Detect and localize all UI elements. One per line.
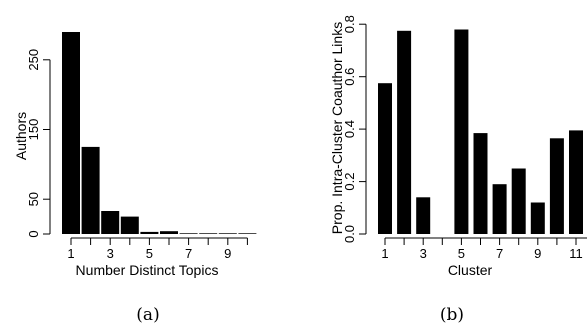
y-tick-label: 0.0 [342,225,357,243]
y-tick-label: 150 [26,119,41,141]
bar-2 [397,30,412,234]
bar-3 [101,211,120,234]
x-tick-label: 3 [420,246,427,261]
bar-10 [238,233,257,234]
bar-5 [140,231,159,234]
bar-7 [179,233,198,234]
x-tick-label: 9 [224,246,231,261]
y-tick-label: 0.6 [342,68,357,86]
bar-8 [511,168,526,234]
panel-b-y-axis-label: Prop. Intra-Cluster Coauthor Links [329,22,345,234]
bar-6 [473,133,488,234]
bar-1 [62,32,80,234]
y-tick-label: 0.2 [342,173,357,191]
y-tick-label: 50 [26,192,41,206]
bar-11 [569,130,583,234]
x-tick-label: 7 [496,246,503,261]
y-tick-label: 250 [26,49,41,71]
bar-3 [416,197,431,234]
x-tick-label: 1 [381,246,388,261]
bar-6 [160,231,178,234]
y-tick-label: 0.4 [342,120,357,138]
bar-5 [454,29,469,234]
x-tick-label: 9 [534,246,541,261]
panel-a-chart: 0 50 150 250 1 3 5 7 9 Number Distinct Topics A… [13,32,257,325]
panel-b-x-axis-label: Cluster [448,262,493,278]
panel-a-x-axis-label: Number Distinct Topics [76,262,219,278]
bar-8 [199,233,218,234]
panel-a-x-ticks: 1 3 5 7 9 [67,238,248,261]
x-tick-label: 11 [569,246,583,261]
bar-4 [120,216,139,234]
panel-a-bars [62,32,257,234]
panel-a-y-axis-label: Authors [13,112,29,160]
bar-10 [549,138,564,234]
x-tick-label: 5 [458,246,465,261]
panel-a-caption: (a) [136,305,159,325]
x-tick-label: 5 [146,246,153,261]
panel-b-y-ticks: 0.0 0.2 0.4 0.6 0.8 [342,15,366,243]
x-tick-label: 7 [185,246,192,261]
y-tick-label: 0 [26,230,41,237]
x-tick-label: 1 [67,246,74,261]
x-tick-label: 3 [107,246,114,261]
bar-7 [492,184,507,234]
bar-9 [530,202,545,234]
y-tick-label: 0.8 [342,15,357,33]
panel-b-x-ticks: 135791114 [381,238,583,261]
bar-1 [378,83,392,234]
panel-a-y-ticks: 0 50 150 250 [26,49,50,238]
panel-b-chart: 0.00.20.40.60.8 135791114 Cluster Prop. … [329,15,587,325]
panel-b-caption: (b) [440,305,464,325]
panel-b-bars [378,29,583,234]
bar-2 [81,146,100,234]
bar-9 [218,233,237,234]
